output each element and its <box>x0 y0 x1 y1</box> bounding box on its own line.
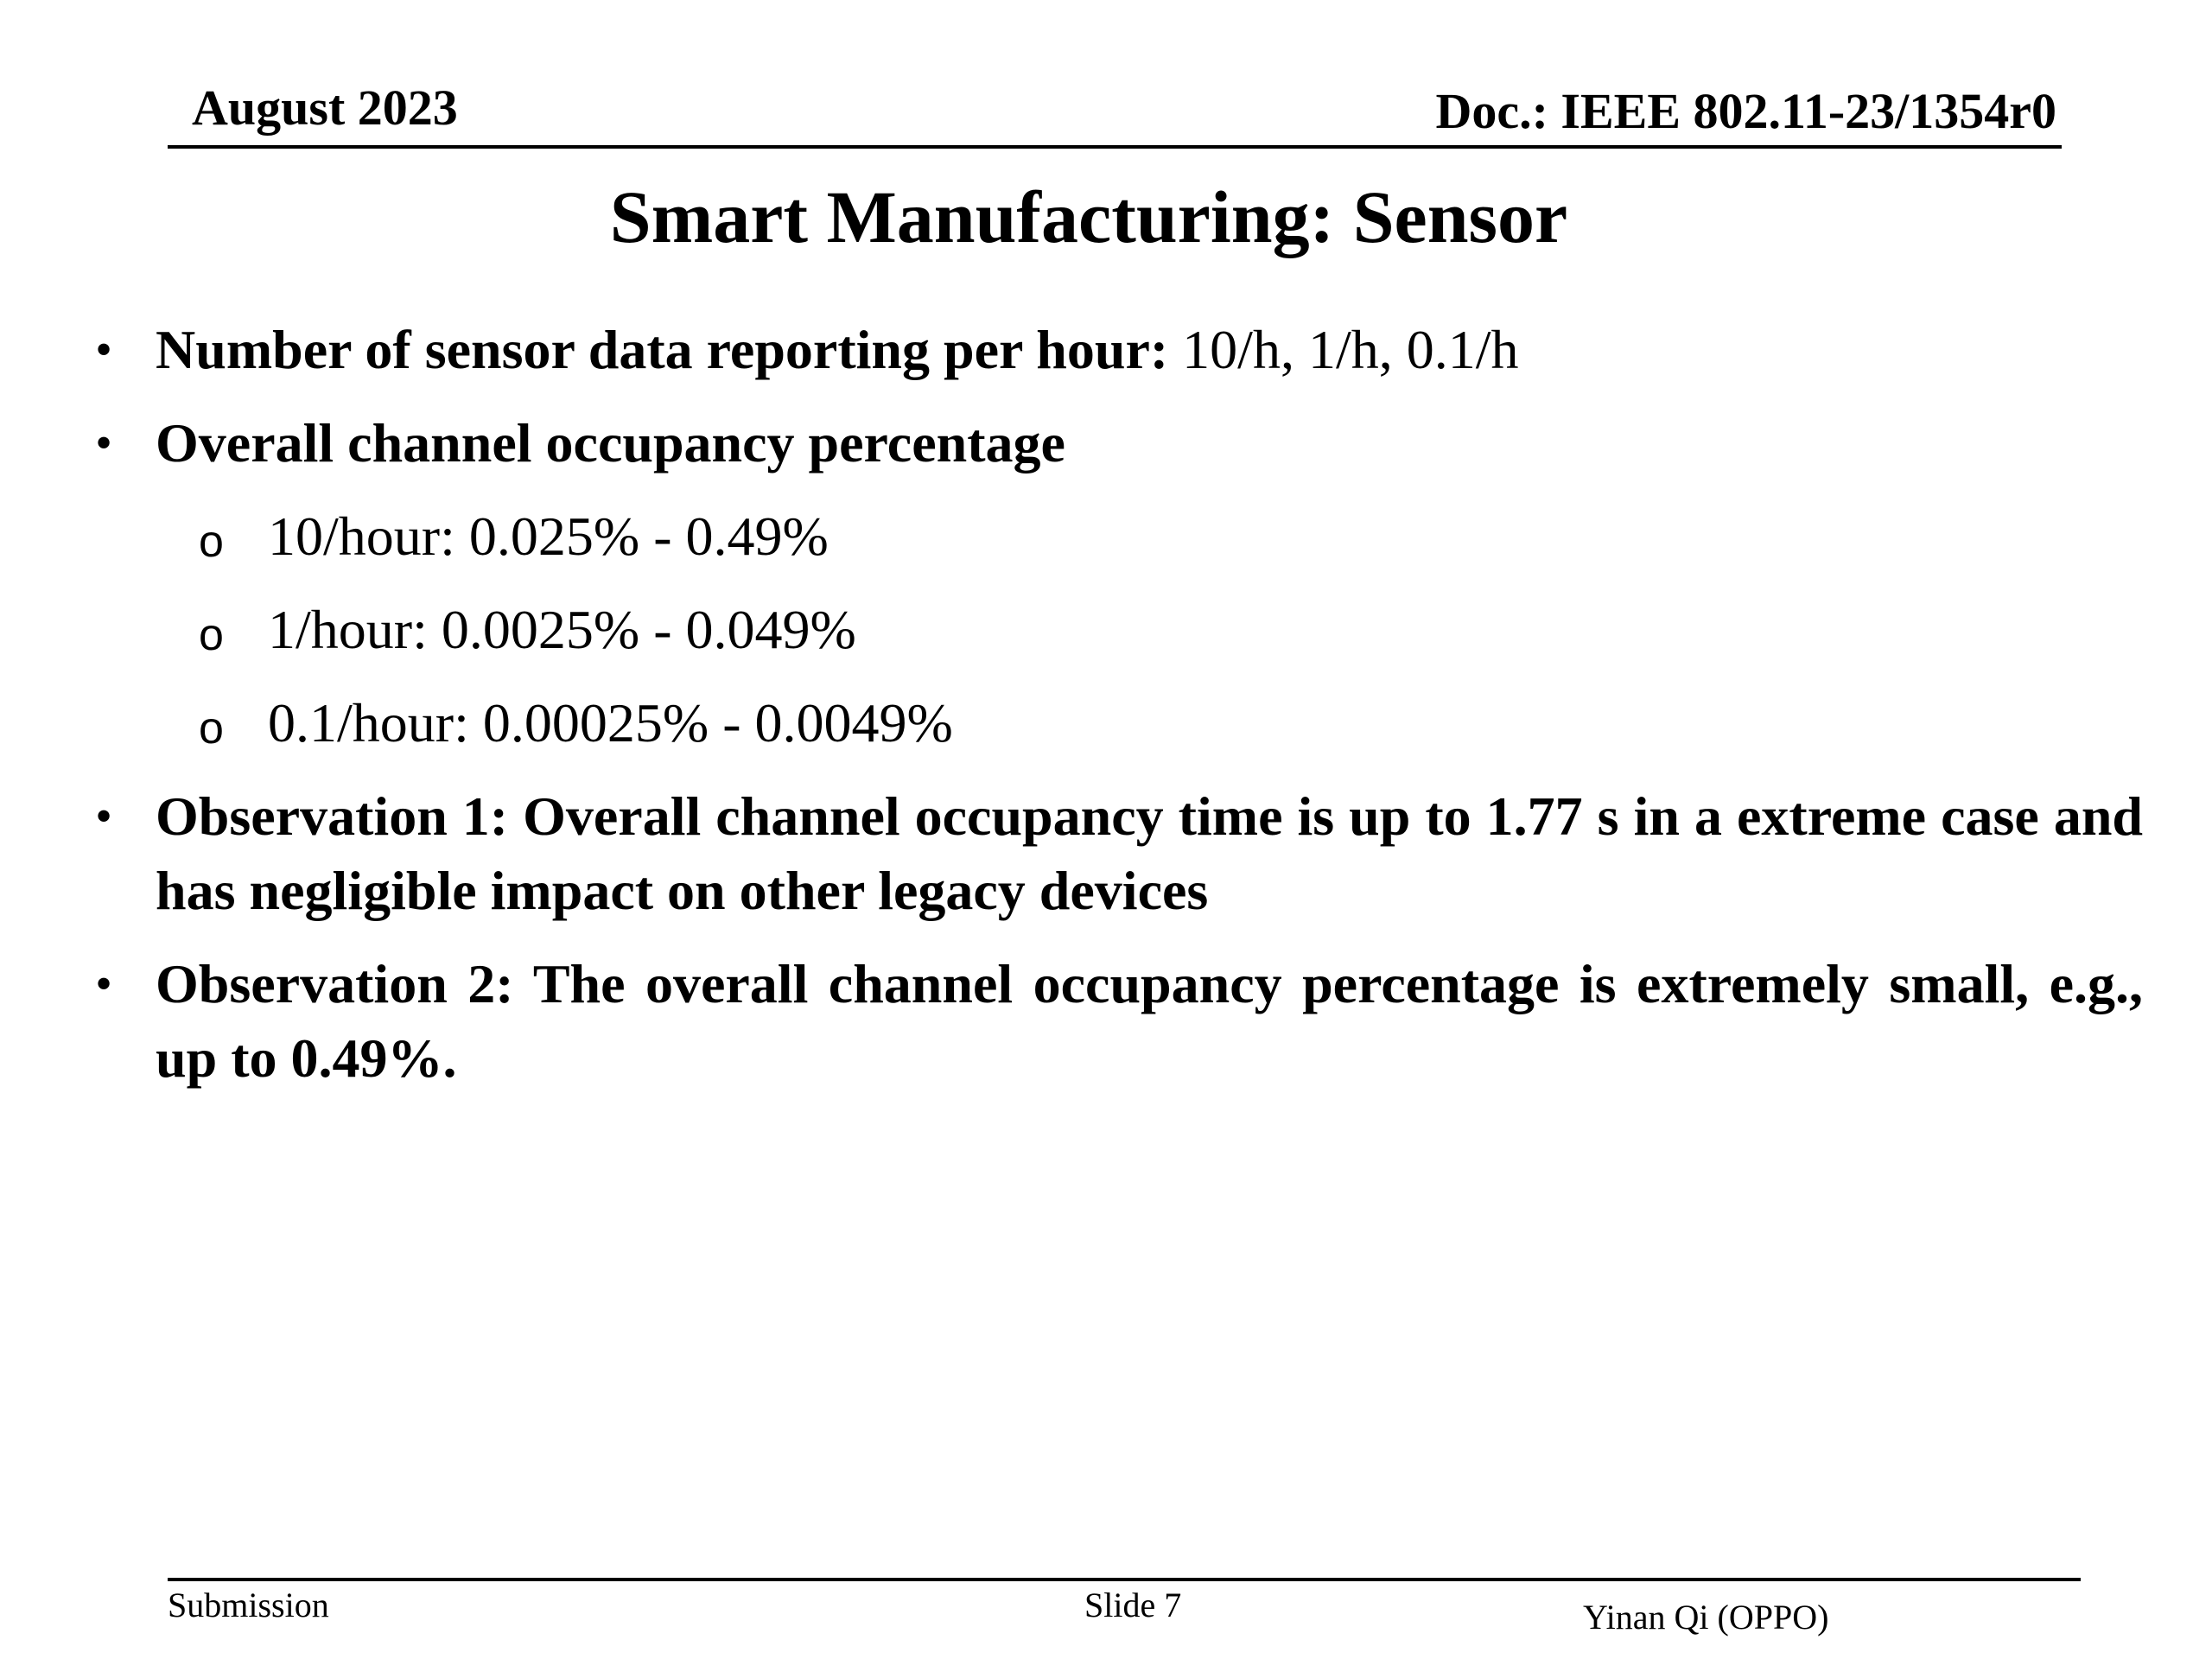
bullet-normal-text: 10/h, 1/h, 0.1/h <box>1168 319 1519 380</box>
header-divider <box>168 145 2062 149</box>
bullet-occupancy-percentage: • Overall channel occupancy percentage <box>95 406 2143 480</box>
bullet-dot-icon: • <box>95 790 112 843</box>
bullet-bold-text: Overall channel occupancy percentage <box>156 412 1065 474</box>
sub-bullet-circle-icon: o <box>199 703 224 753</box>
bullet-reporting-rate: • Number of sensor data reporting per ho… <box>95 313 2143 387</box>
sub-bullet-circle-icon: o <box>199 610 224 660</box>
footer-author: Yinan Qi (OPPO) <box>1583 1598 1829 1637</box>
subitem-text: 10/hour: 0.025% - 0.49% <box>268 505 829 567</box>
slide-title: Smart Manufacturing: Sensor <box>609 175 1568 258</box>
bullet-observation-2: • Observation 2: The overall channel occ… <box>95 947 2143 1096</box>
footer-divider <box>168 1578 2081 1581</box>
subitem-0-1-per-hour: o 0.1/hour: 0.00025% - 0.0049% <box>199 686 1823 760</box>
bullet-dot-icon: • <box>95 416 112 470</box>
bullet-bold-text: Observation 1: Overall channel occupancy… <box>156 785 2143 921</box>
bullet-observation-1: • Observation 1: Overall channel occupan… <box>95 779 2143 928</box>
subitem-1-per-hour: o 1/hour: 0.0025% - 0.049% <box>199 593 1823 667</box>
bullet-bold-text: Observation 2: The overall channel occup… <box>156 953 2143 1089</box>
header-date: August 2023 <box>192 79 458 136</box>
footer-slide-number: Slide 7 <box>1084 1586 1182 1624</box>
sub-bullet-circle-icon: o <box>199 517 224 567</box>
subitem-10-per-hour: o 10/hour: 0.025% - 0.49% <box>199 499 1823 574</box>
bullet-bold-text: Number of sensor data reporting per hour… <box>156 319 1169 380</box>
subitem-text: 0.1/hour: 0.00025% - 0.0049% <box>268 692 953 753</box>
bullet-dot-icon: • <box>95 957 112 1011</box>
footer-submission: Submission <box>168 1586 329 1624</box>
subitem-text: 1/hour: 0.0025% - 0.049% <box>268 599 856 660</box>
bullet-dot-icon: • <box>95 323 112 377</box>
header-doc-id: Doc.: IEEE 802.11-23/1354r0 <box>1435 83 2056 139</box>
